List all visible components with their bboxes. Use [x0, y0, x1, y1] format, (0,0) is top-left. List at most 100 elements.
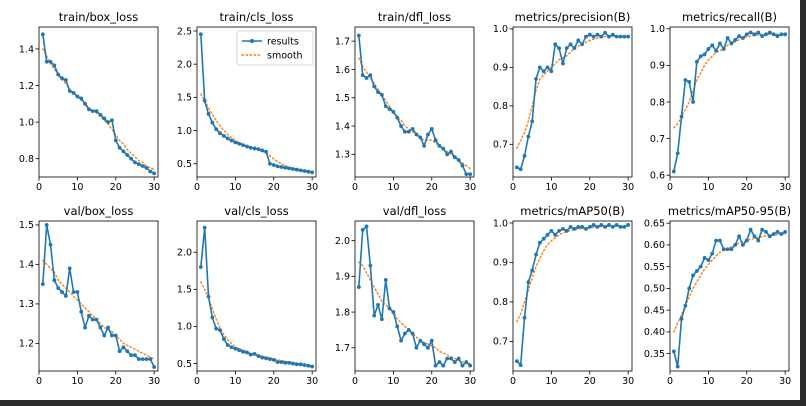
subplot-3: train/dfl_loss 0 10 20 30 1.3 1.4 1.5 1.6 1.7: [335, 10, 476, 193]
smooth-line: [673, 232, 786, 333]
results-point: [136, 162, 141, 167]
results-point: [622, 225, 627, 229]
results-point: [287, 166, 292, 171]
results-point: [526, 280, 531, 285]
results-point: [683, 303, 688, 308]
axes-frame: [354, 26, 475, 178]
results-point: [283, 165, 288, 170]
results-point: [545, 232, 550, 237]
results-point: [364, 224, 369, 229]
results-point: [210, 315, 215, 320]
results-point: [530, 268, 535, 273]
results-line: [516, 31, 629, 171]
y-tick-label: 1.7: [335, 343, 350, 354]
results-point: [603, 225, 608, 229]
results-point: [522, 153, 527, 158]
y-tick-label: 1.3: [335, 150, 350, 161]
results-point: [748, 30, 753, 35]
results-point: [603, 30, 608, 35]
x-tick-label: 20: [268, 376, 280, 387]
results-point: [214, 127, 219, 132]
results-point: [549, 228, 554, 233]
results-point: [622, 34, 627, 39]
results-point: [214, 326, 219, 331]
results-point: [202, 225, 207, 230]
subplot-title: train/dfl_loss: [378, 10, 451, 24]
results-point: [514, 359, 519, 364]
y-tick-label: 0.7: [493, 337, 508, 348]
results-point: [460, 163, 465, 168]
x-tick-label: 0: [510, 376, 516, 387]
results-point: [691, 273, 695, 278]
x-tick-label: 10: [702, 376, 714, 387]
results-point: [752, 32, 757, 37]
results-point: [576, 225, 581, 229]
results-point: [580, 42, 584, 47]
x-tick-label: 20: [584, 376, 596, 387]
results-point: [79, 96, 84, 101]
results-point: [391, 310, 396, 314]
results-line: [358, 225, 471, 367]
results-point: [406, 129, 411, 134]
x-tick-label: 0: [510, 182, 516, 193]
results-point: [580, 225, 584, 229]
subplot-7: val/cls_loss 0 10 20 30 0.5 1.0 1.5 2.0: [177, 204, 318, 387]
results-point: [368, 73, 373, 78]
results-point: [737, 34, 741, 39]
results-point: [595, 32, 600, 37]
results-point: [117, 349, 122, 354]
results-line: [516, 224, 629, 366]
axes-frame: [354, 220, 475, 372]
results-point: [534, 252, 538, 257]
results-point: [225, 343, 230, 347]
results-point: [534, 77, 538, 81]
results-point: [291, 361, 295, 366]
results-point: [452, 155, 457, 160]
x-tick-label: 0: [667, 376, 673, 387]
results-point: [283, 360, 288, 365]
results-point: [364, 76, 369, 80]
results-point: [518, 167, 523, 172]
results-point: [248, 145, 253, 150]
results-point: [671, 349, 676, 354]
results-point: [67, 89, 72, 93]
results-point: [71, 90, 76, 95]
axes-frame: [512, 220, 633, 372]
results-point: [441, 146, 446, 151]
results-point: [275, 360, 280, 364]
results-point: [376, 303, 380, 307]
results-point: [549, 69, 554, 74]
results-point: [752, 234, 757, 239]
results-point: [310, 364, 315, 369]
results-point: [541, 69, 546, 74]
results-point: [94, 109, 99, 114]
y-tick-label: 1.2: [19, 81, 34, 92]
results-point: [117, 145, 122, 150]
results-point: [218, 131, 222, 136]
results-point: [429, 338, 434, 343]
results-point: [121, 345, 126, 350]
smooth-line: [516, 35, 629, 149]
results-point: [241, 143, 245, 148]
results-point: [60, 76, 64, 81]
results-point: [241, 349, 245, 354]
results-point: [733, 243, 738, 247]
y-tick-label: 0.45: [644, 305, 665, 316]
legend-smooth-label: smooth: [267, 50, 303, 61]
results-point: [568, 42, 573, 47]
y-tick-label: 1.0: [177, 322, 192, 333]
results-point: [771, 232, 776, 236]
results-point: [294, 362, 299, 367]
results-point: [406, 328, 411, 332]
results-point: [218, 328, 222, 333]
results-point: [422, 342, 426, 347]
results-point: [356, 285, 361, 289]
y-tick-label: 0.9: [650, 61, 665, 72]
results-point: [229, 345, 234, 350]
results-point: [113, 333, 118, 338]
results-point: [221, 133, 226, 138]
results-point: [148, 169, 153, 174]
y-tick-label: 1.8: [335, 307, 350, 318]
subplot-title: train/cls_loss: [219, 10, 293, 24]
results-point: [256, 147, 261, 152]
